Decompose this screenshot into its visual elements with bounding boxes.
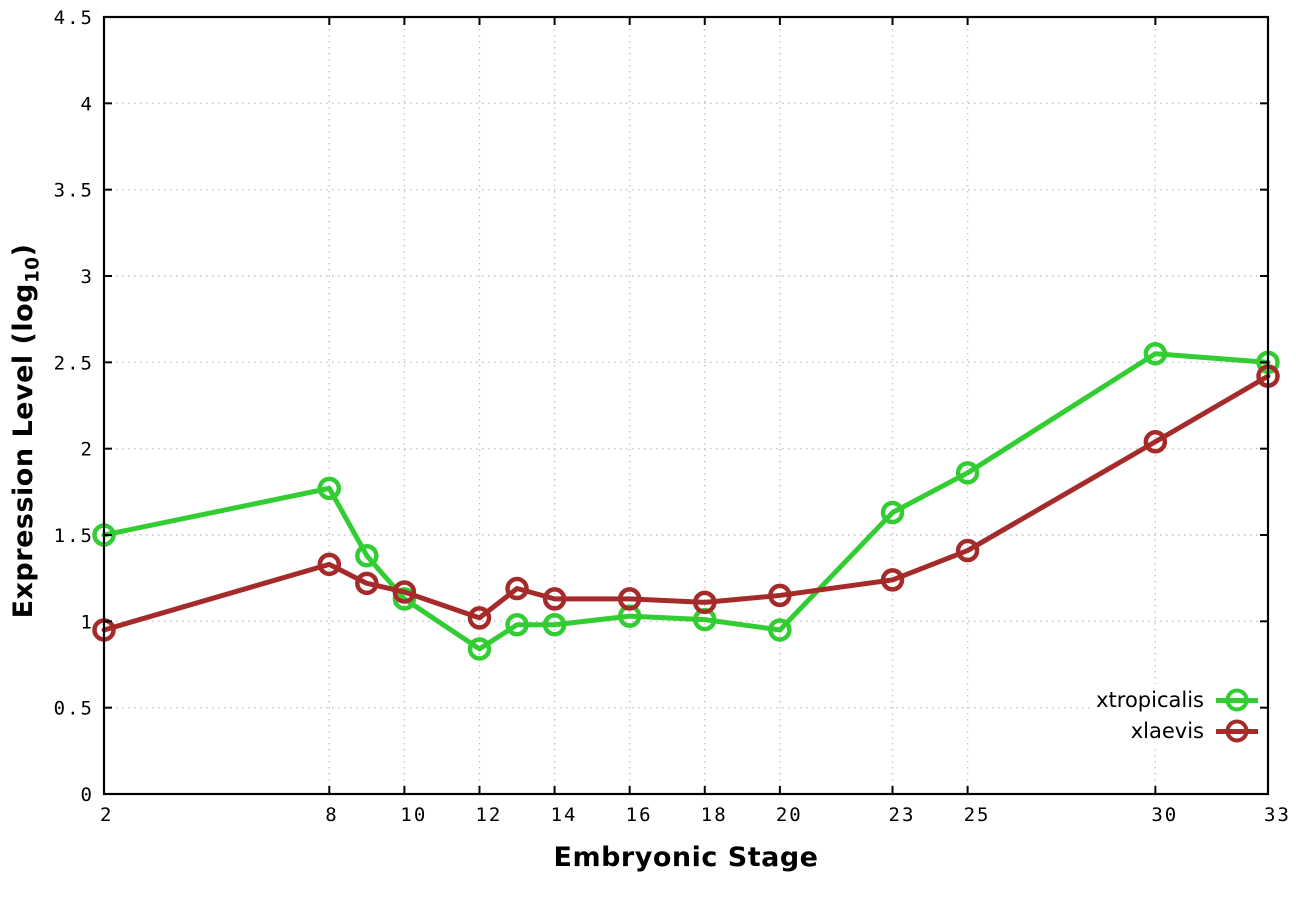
legend-label-xtropicalis: xtropicalis: [1096, 687, 1204, 712]
x-tick-label: 16: [626, 804, 653, 826]
x-tick-label: 18: [701, 804, 728, 826]
axes: [102, 15, 1270, 796]
x-tick-label: 12: [475, 804, 502, 826]
x-axis-title: Embryonic Stage: [553, 842, 819, 873]
gridlines: [103, 16, 1269, 795]
legend-circle-sample: [1225, 719, 1249, 742]
y-tick-label: 1: [81, 611, 94, 633]
x-tick-label: 30: [1151, 804, 1178, 826]
y-tick-label: 2: [81, 439, 94, 461]
x-tick-label: 14: [551, 804, 578, 826]
x-tick-label: 10: [400, 804, 427, 826]
x-tick-label: 33: [1264, 804, 1291, 826]
y-tick-label: 3.5: [54, 180, 94, 202]
xlaevis-marker-icon: [1216, 719, 1258, 743]
legend-label-xlaevis: xlaevis: [1130, 718, 1204, 743]
x-tick-label: 20: [776, 804, 803, 826]
series-xlaevis: [92, 364, 1280, 642]
legend-item-xtropicalis: xtropicalis: [1096, 684, 1258, 715]
legend: xtropicalis xlaevis: [1094, 684, 1260, 746]
y-tick-label: 1.5: [54, 525, 94, 547]
y-tick-label: 0.5: [54, 698, 94, 720]
y-tick-label: 0: [81, 784, 94, 806]
y-tick-label: 2.5: [54, 352, 94, 374]
x-tick-label: 25: [964, 804, 991, 826]
y-tick-label: 4: [81, 93, 94, 115]
tick-labels: 0 0.5 1 1.5 2 2.5 3 3.5 4 4.5 2 8 10 12 14 16 18 20 23 25 30…: [54, 7, 1291, 826]
legend-circle-sample: [1225, 688, 1249, 711]
y-axis-title-subscript: 10: [22, 256, 44, 283]
y-tick-label: 3: [81, 266, 94, 288]
x-tick-label: 8: [325, 804, 338, 826]
legend-item-xlaevis: xlaevis: [1096, 715, 1258, 746]
xtropicalis-marker-icon: [1216, 688, 1258, 712]
y-tick-label: 4.5: [54, 7, 94, 29]
y-axis-title-suffix: ): [8, 243, 39, 257]
series-xtropicalis: [92, 341, 1280, 661]
x-tick-label: 23: [889, 804, 916, 826]
y-axis-title: Expression Level (log10): [7, 205, 44, 657]
x-tick-label: 2: [100, 804, 113, 826]
y-axis-title-text: Expression Level (log: [8, 282, 39, 619]
